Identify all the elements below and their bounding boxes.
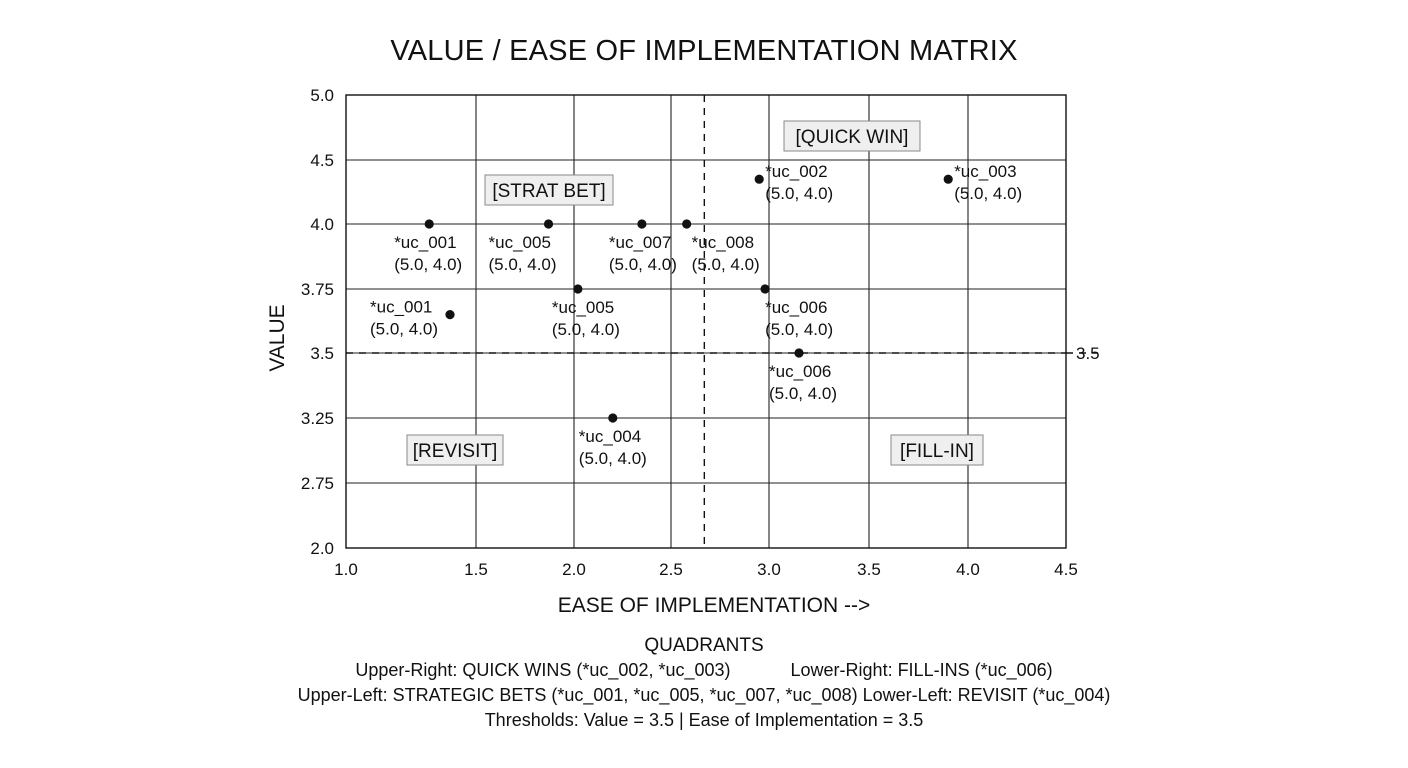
data-points: *uc_001(5.0, 4.0)*uc_005(5.0, 4.0)*uc_00… <box>370 162 1022 468</box>
x-tick-label: 1.5 <box>464 560 488 579</box>
data-point-group: *uc_007 (5.0, 4.0) <box>609 219 677 274</box>
data-point-id: *uc_001 <box>370 298 432 317</box>
quadrant-label-quick-win: [QUICK WIN] <box>783 120 921 152</box>
data-point-id: *uc_002 <box>765 162 827 181</box>
quadrant-label-revisit: [REVISIT] <box>406 434 504 466</box>
data-point-group: *uc_006 (5.0, 4.0) <box>760 284 833 339</box>
data-point-value-label: (5.0, 4.0) <box>552 320 620 339</box>
data-point-group: *uc_005 (5.0, 4.0) <box>552 284 620 339</box>
x-tick-label: 2.0 <box>562 560 586 579</box>
x-tick-label: 3.0 <box>757 560 781 579</box>
legend-line-3: Thresholds: Value = 3.5 | Ease of Implem… <box>484 710 924 730</box>
x-tick-label: 4.5 <box>1054 560 1078 579</box>
data-point <box>760 284 770 294</box>
data-point <box>424 219 434 229</box>
y-tick-label: 4.5 <box>310 151 334 170</box>
chart-title: VALUE / EASE OF IMPLEMENTATION MATRIX <box>390 35 1017 67</box>
data-point-group: *uc_004 (5.0, 4.0) <box>579 413 647 468</box>
y-axis-title: VALUE <box>266 304 289 371</box>
data-point-value-label: (5.0, 4.0) <box>394 255 462 274</box>
y-tick-label: 3.5 <box>310 344 334 363</box>
data-point-id: *uc_008 <box>692 233 754 252</box>
quadrant-label-text: [REVISIT] <box>413 441 497 462</box>
quadrant-label-text: [QUICK WIN] <box>796 127 909 148</box>
value-threshold-label: 3.5 <box>1076 344 1100 363</box>
data-point-value-label: (5.0, 4.0) <box>954 184 1022 203</box>
x-tick-label: 2.5 <box>659 560 683 579</box>
data-point-group: *uc_001 (5.0, 4.0) <box>394 219 462 274</box>
quadrant-label-fill-in: [FILL-IN] <box>890 434 984 466</box>
y-tick-label: 3.75 <box>301 280 334 299</box>
x-tick-label: 4.0 <box>956 560 980 579</box>
data-point-id: *uc_003 <box>954 162 1016 181</box>
data-point-group: *uc_008 (5.0, 4.0) <box>682 219 760 274</box>
data-point-value-label: (5.0, 4.0) <box>765 184 833 203</box>
x-tick-label: 1.0 <box>334 560 358 579</box>
data-point <box>445 310 455 320</box>
quadrant-label-box <box>783 120 921 152</box>
plot-frame <box>345 94 1067 549</box>
quadrant-label-strat-bet: [STRAT BET] <box>484 174 614 206</box>
data-point <box>573 284 583 294</box>
x-tick-label: 3.5 <box>857 560 881 579</box>
data-point-id: *uc_007 <box>609 233 671 252</box>
data-point-id: *uc_001 <box>394 233 456 252</box>
data-point-group: *uc_002 (5.0, 4.0) <box>754 162 833 203</box>
data-point-group: *uc_003 (5.0, 4.0) <box>943 162 1022 203</box>
y-tick-label: 5.0 <box>310 86 334 105</box>
data-point <box>608 413 618 423</box>
data-point-value-label: (5.0, 4.0) <box>579 449 647 468</box>
data-point-group: *uc_005 (5.0, 4.0) <box>489 219 557 274</box>
data-point <box>682 219 692 229</box>
quadrant-labels: [QUICK WIN] [STRAT BET] [REVISIT] [FILL-IN] <box>406 120 984 466</box>
quadrant-label-box <box>406 434 504 466</box>
data-point-value-label: (5.0, 4.0) <box>489 255 557 274</box>
data-point <box>543 219 554 229</box>
data-point <box>754 174 764 184</box>
legend-line-1: Upper-Right: QUICK WINS (*uc_002, *uc_00… <box>355 660 1053 680</box>
y-tick-label: 3.25 <box>301 409 334 428</box>
threshold-lines: 3.5 <box>346 95 1100 548</box>
quadrant-label-box <box>890 434 984 466</box>
y-tick-label: 2.75 <box>301 474 334 493</box>
data-point-value-label: (5.0, 4.0) <box>765 320 833 339</box>
data-point <box>794 348 804 358</box>
quadrant-label-text: [FILL-IN] <box>900 441 974 462</box>
data-point-id: *uc_004 <box>579 427 641 446</box>
data-point-value-label: (5.0, 4.0) <box>370 320 438 339</box>
data-point-group: *uc_001 (5.0, 4.0) <box>370 298 455 339</box>
data-point-id: *uc_006 <box>765 298 827 317</box>
data-point-value-label: (5.0, 4.0) <box>692 255 760 274</box>
data-point <box>943 174 953 184</box>
data-point-id: *uc_006 <box>769 362 831 381</box>
legend-line-2: Upper-Left: STRATEGIC BETS (*uc_001, *uc… <box>297 685 1111 705</box>
quadrant-label-box <box>484 174 614 206</box>
quadrants-legend: QUADRANTS Upper-Right: QUICK WINS (*uc_0… <box>0 633 1408 733</box>
y-tick-label: 4.0 <box>310 215 334 234</box>
y-tick-label: 2.0 <box>310 539 334 558</box>
data-point-group: *uc_006 (5.0, 4.0) <box>769 348 837 403</box>
axis-ticks: 1.0 1.5 2.0 2.5 3.0 3.5 4.0 4.5 5.0 4.5 4.0 3.75 3.5… <box>301 86 1078 579</box>
data-point <box>637 219 647 229</box>
quadrant-label-text: [STRAT BET] <box>492 181 605 202</box>
data-point-value-label: (5.0, 4.0) <box>609 255 677 274</box>
data-point-id: *uc_005 <box>489 233 551 252</box>
x-axis-title: EASE OF IMPLEMENTATION --> <box>558 594 871 617</box>
data-point-id: *uc_005 <box>552 298 614 317</box>
data-point-value-label: (5.0, 4.0) <box>769 384 837 403</box>
legend-heading: QUADRANTS <box>644 635 764 656</box>
